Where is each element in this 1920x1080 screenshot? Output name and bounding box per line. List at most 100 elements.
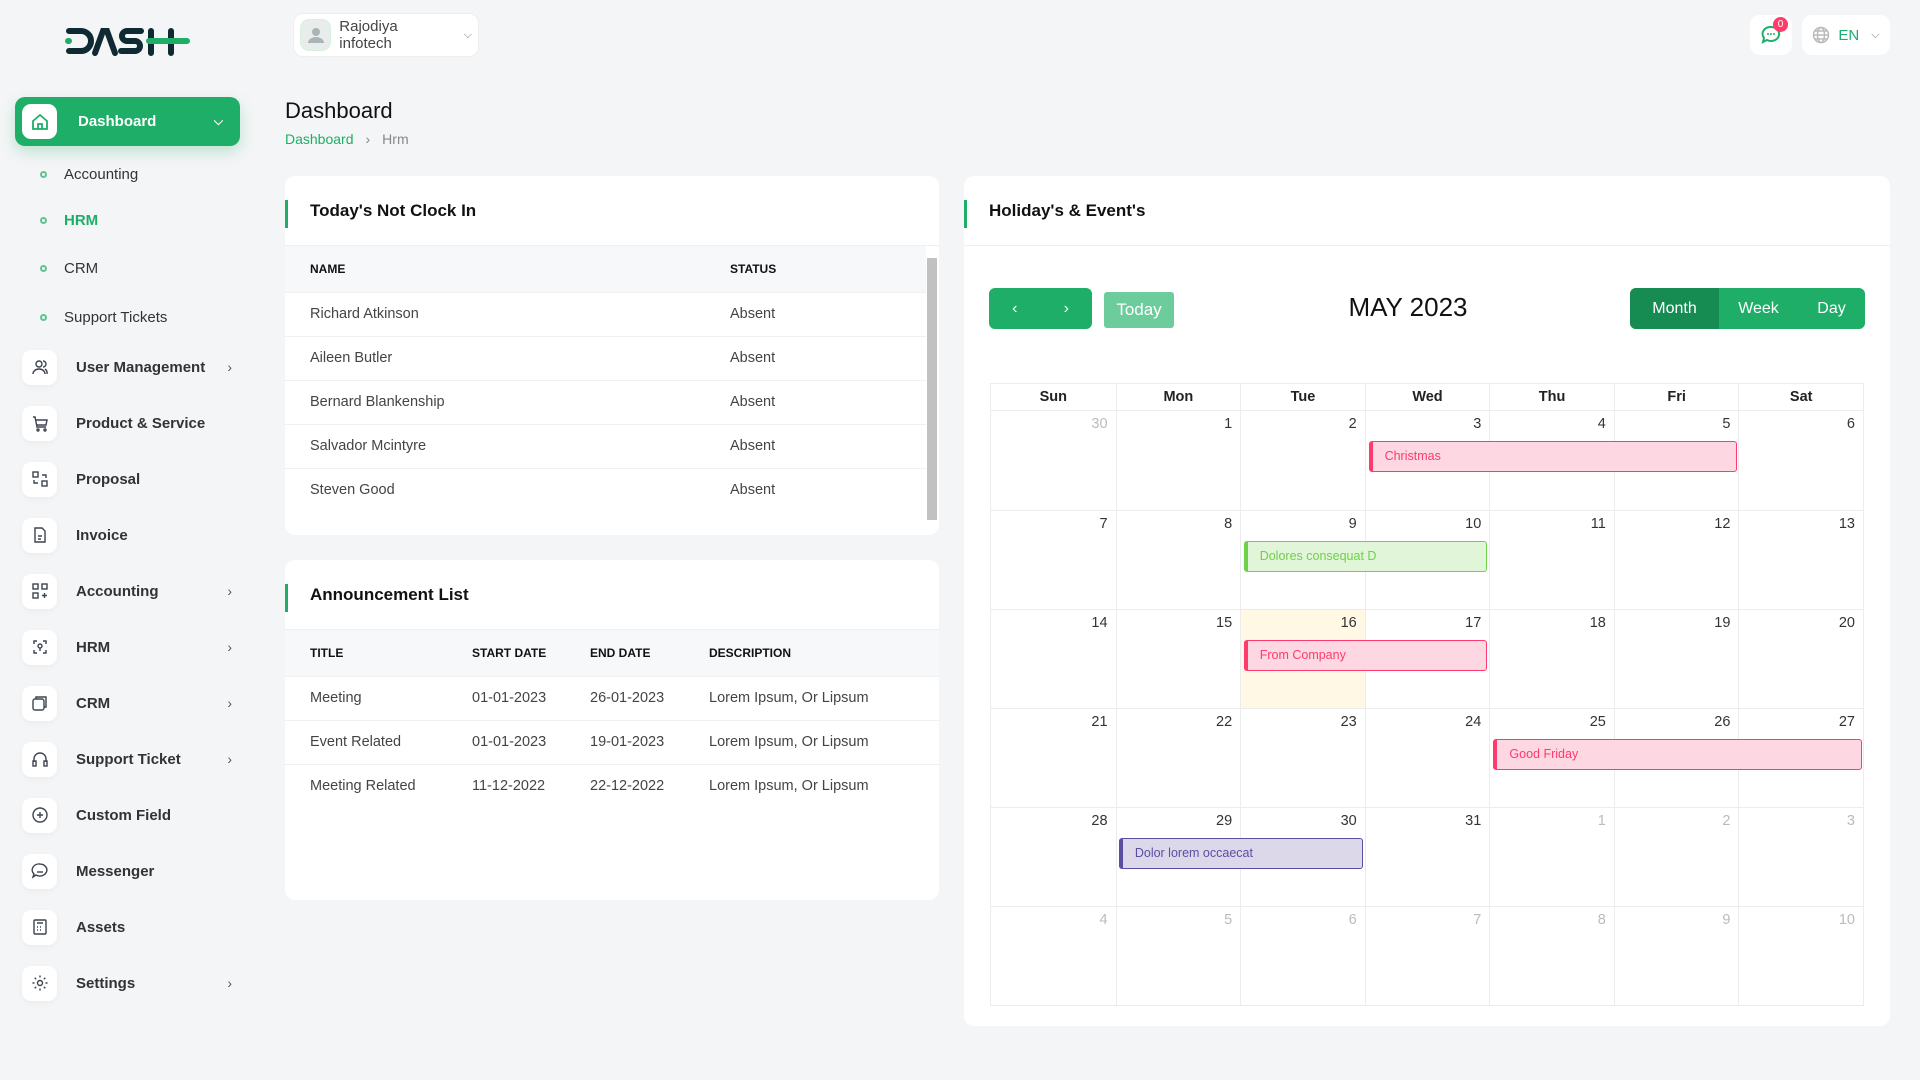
calendar-day[interactable]: 10 [1738, 907, 1863, 1005]
sidebar-item-crm[interactable]: CRM › [22, 683, 232, 723]
calendar-day[interactable]: 2 [1613, 808, 1739, 906]
sidebar-item-label: HRM [76, 638, 111, 656]
crm-icon [22, 685, 57, 721]
calendar-day[interactable]: 24 [1364, 709, 1490, 807]
calendar-event[interactable]: From Company [1243, 640, 1488, 671]
calendar-event[interactable]: Dolores consequat D [1243, 541, 1488, 572]
description-cell: Lorem Ipsum, Or Lipsum [684, 675, 939, 720]
sidebar-item-dashboard[interactable]: Dashboard ⌵ [15, 97, 240, 146]
calendar-day[interactable]: 28 [1091, 813, 1108, 829]
calendar-day[interactable]: 5 [1115, 907, 1241, 1005]
cart-icon [22, 405, 57, 441]
calendar-day[interactable]: 3 [1364, 411, 1490, 510]
sidebar-item-messenger[interactable]: Messenger [22, 851, 232, 891]
today-button[interactable]: Today [1104, 292, 1174, 328]
weekday-header: Wed [1364, 384, 1490, 411]
scrollbar[interactable] [927, 248, 937, 534]
calendar-day[interactable]: 8 [1489, 907, 1614, 1005]
name-cell: Richard Atkinson [285, 291, 705, 336]
sidebar-item-custom-field[interactable]: Custom Field [22, 795, 232, 835]
prev-month-button[interactable]: ‹ [1012, 299, 1018, 317]
sidebar-item-label: Settings [76, 974, 136, 992]
calendar-day[interactable]: 30 [1091, 416, 1108, 432]
name-cell: Salvador Mcintyre [285, 423, 705, 468]
column-header: DESCRIPTION [684, 630, 939, 676]
submenu-item-support-tickets[interactable]: Support Tickets [40, 305, 167, 329]
calendar-day[interactable]: 9 [1613, 907, 1739, 1005]
calendar-day[interactable]: 6 [1738, 411, 1863, 510]
calendar-day[interactable]: 22 [1115, 709, 1241, 807]
calendar-day[interactable]: 11 [1489, 511, 1614, 609]
calendar-day[interactable]: 14 [1091, 615, 1108, 631]
breadcrumb-hrm: Hrm [382, 131, 409, 147]
language-selector[interactable]: EN ⌵ [1802, 15, 1890, 55]
calendar-day[interactable]: 20 [1738, 610, 1863, 708]
language-code: EN [1838, 26, 1860, 44]
messages-button[interactable]: 0 [1750, 15, 1792, 55]
calendar-day[interactable]: 4 [1099, 912, 1108, 928]
home-icon [22, 104, 57, 139]
submenu-label: CRM [64, 259, 99, 277]
sidebar-item-label: Dashboard [78, 113, 157, 130]
announcement-card: Announcement List TITLE START DATE END D… [285, 560, 939, 900]
card-title: Announcement List [285, 560, 939, 630]
not-clock-in-table: NAME STATUS Richard Atkinson Absent Aileen … [285, 246, 926, 512]
calendar-month-title: MAY 2023 [1348, 292, 1468, 322]
calendar-day[interactable]: 3 [1738, 808, 1863, 906]
calendar-day[interactable]: 21 [1091, 714, 1108, 730]
sidebar-item-support-ticket[interactable]: Support Ticket › [22, 739, 232, 779]
table-row: Meeting Related 11-12-2022 22-12-2022 Lorem… [285, 763, 939, 808]
calendar-day[interactable]: 1 [1489, 808, 1614, 906]
sidebar-item-accounting[interactable]: Accounting › [22, 571, 232, 611]
sidebar-item-invoice[interactable]: Invoice [22, 515, 232, 555]
sidebar-item-label: Proposal [76, 470, 141, 488]
view-month-button[interactable]: Month [1630, 288, 1719, 329]
sidebar-item-assets[interactable]: Assets [22, 907, 232, 947]
status-cell: Absent [705, 467, 926, 512]
calendar-event[interactable]: Good Friday [1493, 739, 1862, 770]
view-switcher: Month Week Day [1630, 288, 1865, 329]
column-header: STATUS [705, 246, 926, 292]
calendar-day[interactable]: 1 [1115, 411, 1241, 510]
company-switcher[interactable]: Rajodiya infotech ⌵ [293, 13, 479, 57]
calendar-day[interactable]: 23 [1240, 709, 1365, 807]
submenu-item-hrm[interactable]: HRM [40, 208, 98, 232]
calendar-day[interactable]: 9 [1240, 511, 1365, 609]
calendar-day[interactable]: 13 [1738, 511, 1863, 609]
sidebar-item-proposal[interactable]: Proposal [22, 459, 232, 499]
calendar-day[interactable]: 19 [1613, 610, 1739, 708]
not-clock-in-card: Today's Not Clock In NAME STATUS Richard … [285, 176, 939, 535]
calendar-day[interactable]: 18 [1489, 610, 1614, 708]
weekday-header: Tue [1240, 384, 1365, 411]
view-day-button[interactable]: Day [1817, 299, 1846, 317]
calendar-day[interactable]: 7 [1364, 907, 1490, 1005]
calendar-day[interactable]: 15 [1115, 610, 1241, 708]
gear-icon [22, 965, 57, 1001]
calendar-day[interactable]: 25 [1489, 709, 1614, 807]
calendar-day[interactable]: 8 [1115, 511, 1241, 609]
next-month-button[interactable]: › [1063, 299, 1069, 317]
page-title: Dashboard [285, 98, 393, 123]
calendar-day[interactable]: 12 [1613, 511, 1739, 609]
description-cell: Lorem Ipsum, Or Lipsum [684, 763, 939, 808]
calendar-day[interactable]: 31 [1364, 808, 1490, 906]
calendar-event[interactable]: Christmas [1368, 441, 1738, 472]
sidebar-item-hrm[interactable]: HRM › [22, 627, 232, 667]
submenu-item-accounting[interactable]: Accounting [40, 162, 138, 186]
view-week-button[interactable]: Week [1738, 299, 1779, 317]
sidebar-item-product-service[interactable]: Product & Service [22, 403, 232, 443]
submenu-item-crm[interactable]: CRM [40, 256, 98, 280]
notification-badge: 0 [1773, 17, 1788, 32]
calendar-event[interactable]: Dolor lorem occaecat [1118, 838, 1363, 869]
calendar-day[interactable]: 2 [1240, 411, 1365, 510]
announcement-table: TITLE START DATE END DATE DESCRIPTION Me… [285, 630, 939, 808]
column-header: TITLE [285, 630, 447, 676]
breadcrumb-dashboard[interactable]: Dashboard [285, 131, 354, 147]
table-row: Aileen Butler Absent [285, 335, 926, 380]
calendar-day[interactable]: 29 [1115, 808, 1241, 906]
calendar-day[interactable]: 7 [1099, 516, 1108, 532]
sidebar-item-user-management[interactable]: User Management › [22, 347, 232, 387]
table-row: Salvador Mcintyre Absent [285, 423, 926, 468]
calendar-day[interactable]: 6 [1240, 907, 1365, 1005]
sidebar-item-settings[interactable]: Settings › [22, 963, 232, 1003]
